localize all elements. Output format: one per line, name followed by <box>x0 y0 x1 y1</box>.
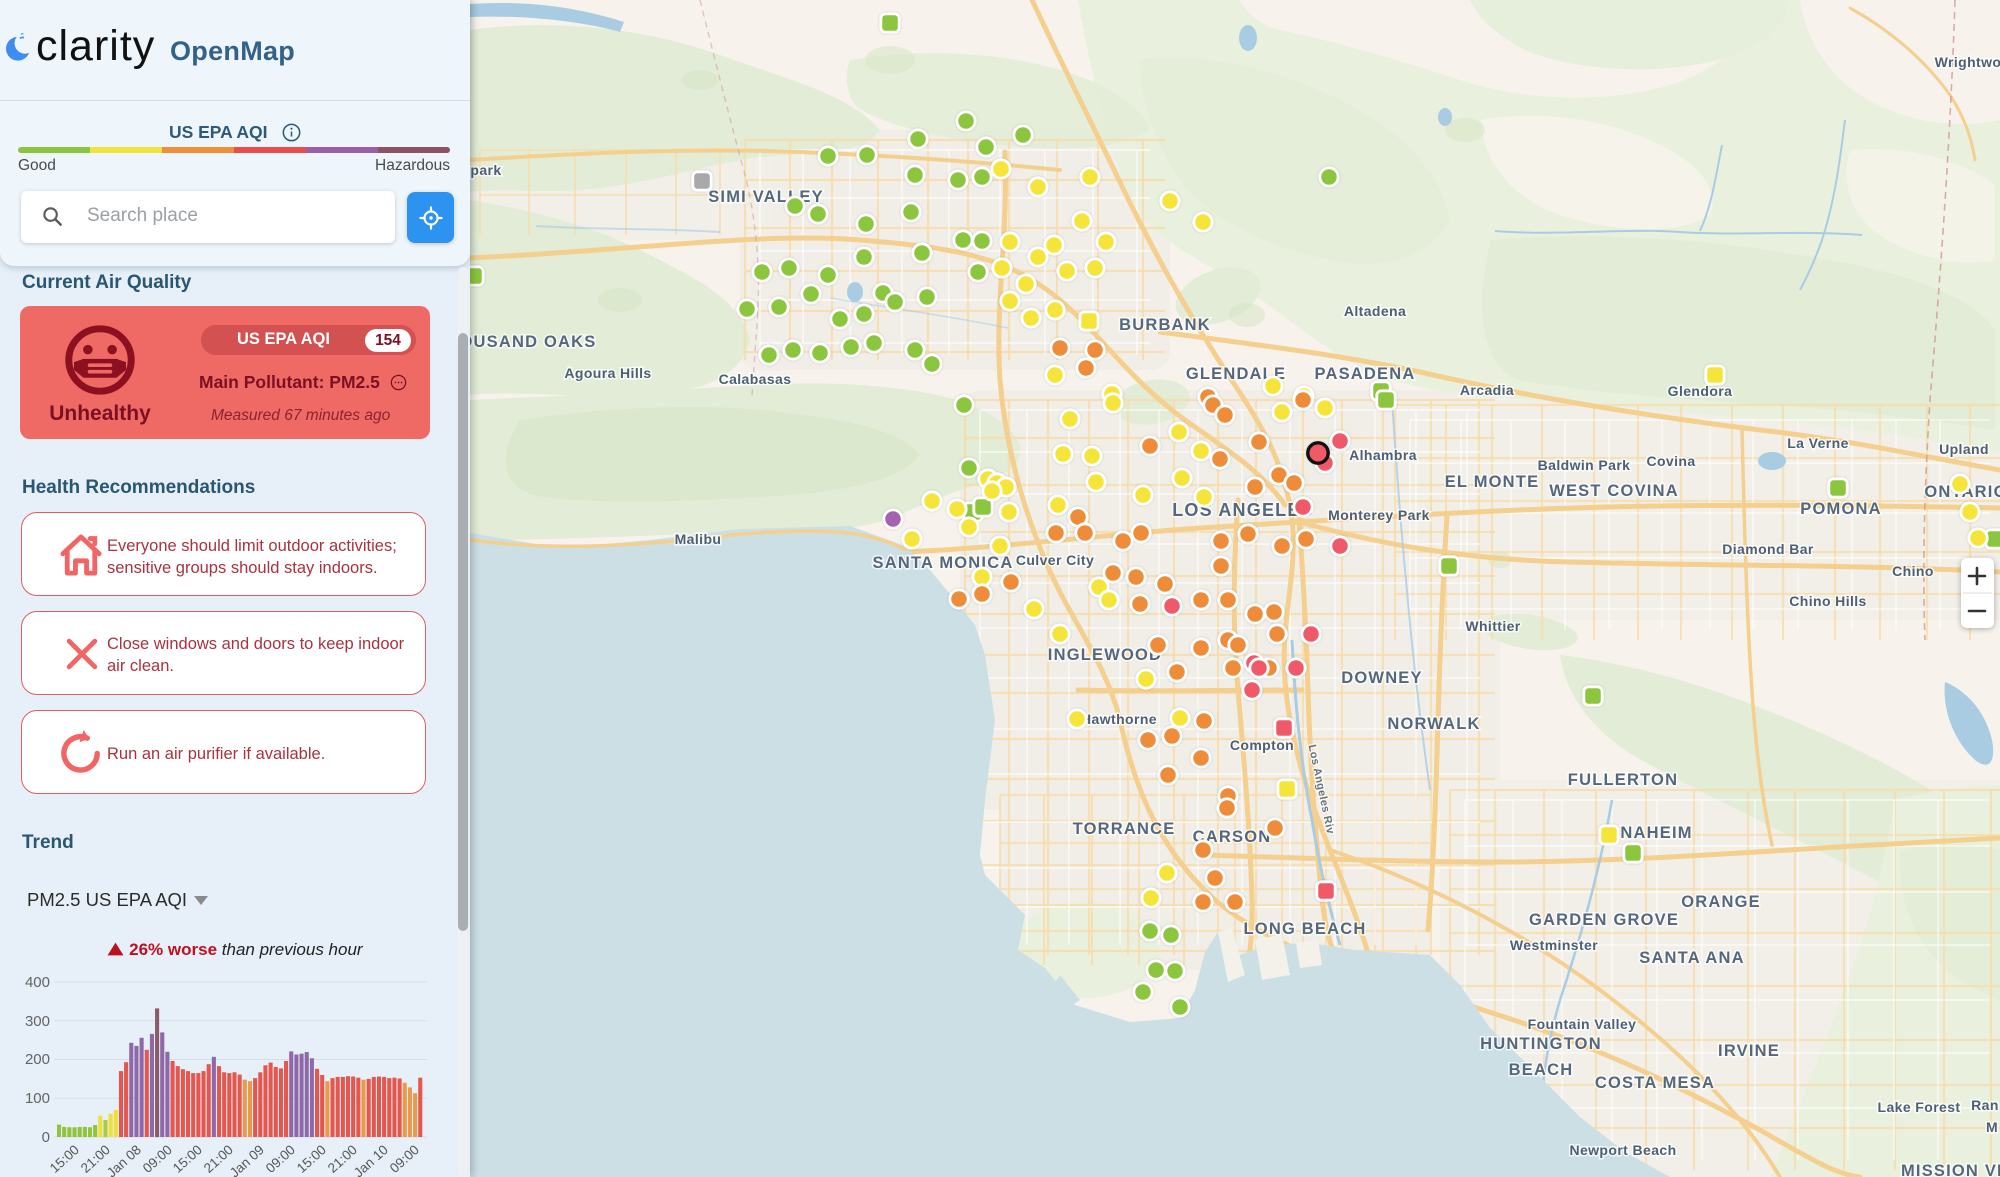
svg-text:200: 200 <box>25 1051 50 1068</box>
svg-text:WEST COVINA: WEST COVINA <box>1549 482 1679 500</box>
svg-text:15:00: 15:00 <box>294 1142 329 1176</box>
svg-text:Fountain Valley: Fountain Valley <box>1528 1016 1637 1032</box>
svg-text:Arcadia: Arcadia <box>1460 382 1514 398</box>
svg-text:Westminster: Westminster <box>1510 937 1598 953</box>
svg-text:Monterey Park: Monterey Park <box>1328 507 1430 523</box>
svg-text:COSTA MESA: COSTA MESA <box>1595 1074 1715 1092</box>
svg-text:TORRANCE: TORRANCE <box>1073 820 1176 838</box>
svg-text:15:00: 15:00 <box>170 1142 205 1176</box>
svg-text:SANTA MONICA: SANTA MONICA <box>873 554 1014 572</box>
svg-text:NORWALK: NORWALK <box>1387 715 1480 733</box>
svg-text:IRVINE: IRVINE <box>1718 1042 1780 1060</box>
svg-text:300: 300 <box>25 1013 50 1030</box>
svg-text:PASADENA: PASADENA <box>1315 365 1416 383</box>
svg-text:Jan 10: Jan 10 <box>351 1142 391 1177</box>
svg-text:ANAHEIM: ANAHEIM <box>1607 824 1692 842</box>
svg-text:Culver City: Culver City <box>1016 552 1094 568</box>
svg-text:09:00: 09:00 <box>140 1142 175 1176</box>
svg-text:La Verne: La Verne <box>1787 435 1849 451</box>
svg-text:INGLEWOOD: INGLEWOOD <box>1048 646 1162 664</box>
svg-text:Newport Beach: Newport Beach <box>1569 1142 1676 1158</box>
svg-text:15:00: 15:00 <box>47 1142 82 1176</box>
svg-text:Covina: Covina <box>1646 453 1695 469</box>
svg-text:Agoura Hills: Agoura Hills <box>564 365 651 381</box>
svg-text:ORANGE: ORANGE <box>1681 893 1761 911</box>
svg-text:park: park <box>470 162 501 178</box>
svg-text:LOS ANGELES: LOS ANGELES <box>1172 500 1314 520</box>
svg-text:DOWNEY: DOWNEY <box>1341 669 1422 687</box>
svg-text:GARDEN GROVE: GARDEN GROVE <box>1529 911 1679 929</box>
svg-text:Alhambra: Alhambra <box>1349 447 1417 463</box>
svg-text:HUNTINGTON: HUNTINGTON <box>1480 1035 1602 1053</box>
svg-text:Hawthorne: Hawthorne <box>1081 711 1157 727</box>
svg-text:400: 400 <box>25 974 50 991</box>
svg-text:Jan 09: Jan 09 <box>227 1142 267 1177</box>
svg-text:OUSAND OAKS: OUSAND OAKS <box>460 333 597 351</box>
svg-text:Chino: Chino <box>1892 563 1934 579</box>
svg-text:BURBANK: BURBANK <box>1119 316 1211 334</box>
svg-text:09:00: 09:00 <box>263 1142 298 1176</box>
svg-text:LONG BEACH: LONG BEACH <box>1244 920 1367 938</box>
svg-text:POMONA: POMONA <box>1800 500 1881 518</box>
svg-text:Malibu: Malibu <box>675 531 722 547</box>
svg-text:Baldwin Park: Baldwin Park <box>1538 457 1631 473</box>
svg-text:FULLERTON: FULLERTON <box>1568 771 1678 789</box>
svg-text:Calabasas: Calabasas <box>719 371 792 387</box>
svg-text:0: 0 <box>42 1129 50 1146</box>
svg-text:100: 100 <box>25 1090 50 1107</box>
svg-text:BEACH: BEACH <box>1509 1061 1574 1079</box>
svg-text:Altadena: Altadena <box>1344 303 1406 319</box>
svg-text:M: M <box>1986 1119 1998 1135</box>
svg-text:Ran: Ran <box>1971 1097 1999 1113</box>
svg-text:SANTA ANA: SANTA ANA <box>1639 949 1745 967</box>
svg-text:Compton: Compton <box>1230 737 1294 753</box>
svg-text:Whittier: Whittier <box>1465 618 1520 634</box>
svg-text:09:00: 09:00 <box>387 1142 422 1176</box>
svg-text:SIMI VALLEY: SIMI VALLEY <box>708 188 824 206</box>
svg-text:Diamond Bar: Diamond Bar <box>1722 541 1814 557</box>
svg-text:EL MONTE: EL MONTE <box>1445 473 1540 491</box>
svg-text:MISSION VIE: MISSION VIE <box>1901 1162 2000 1177</box>
svg-text:Lake Forest: Lake Forest <box>1878 1099 1961 1115</box>
svg-text:Wrightwo: Wrightwo <box>1935 54 2000 70</box>
svg-text:GLENDALE: GLENDALE <box>1186 365 1286 383</box>
svg-text:Glendora: Glendora <box>1668 383 1733 399</box>
svg-text:Upland: Upland <box>1939 441 1989 457</box>
svg-text:Jan 08: Jan 08 <box>104 1142 144 1177</box>
svg-text:Chino Hills: Chino Hills <box>1789 593 1867 609</box>
svg-text:CARSON: CARSON <box>1193 828 1272 846</box>
